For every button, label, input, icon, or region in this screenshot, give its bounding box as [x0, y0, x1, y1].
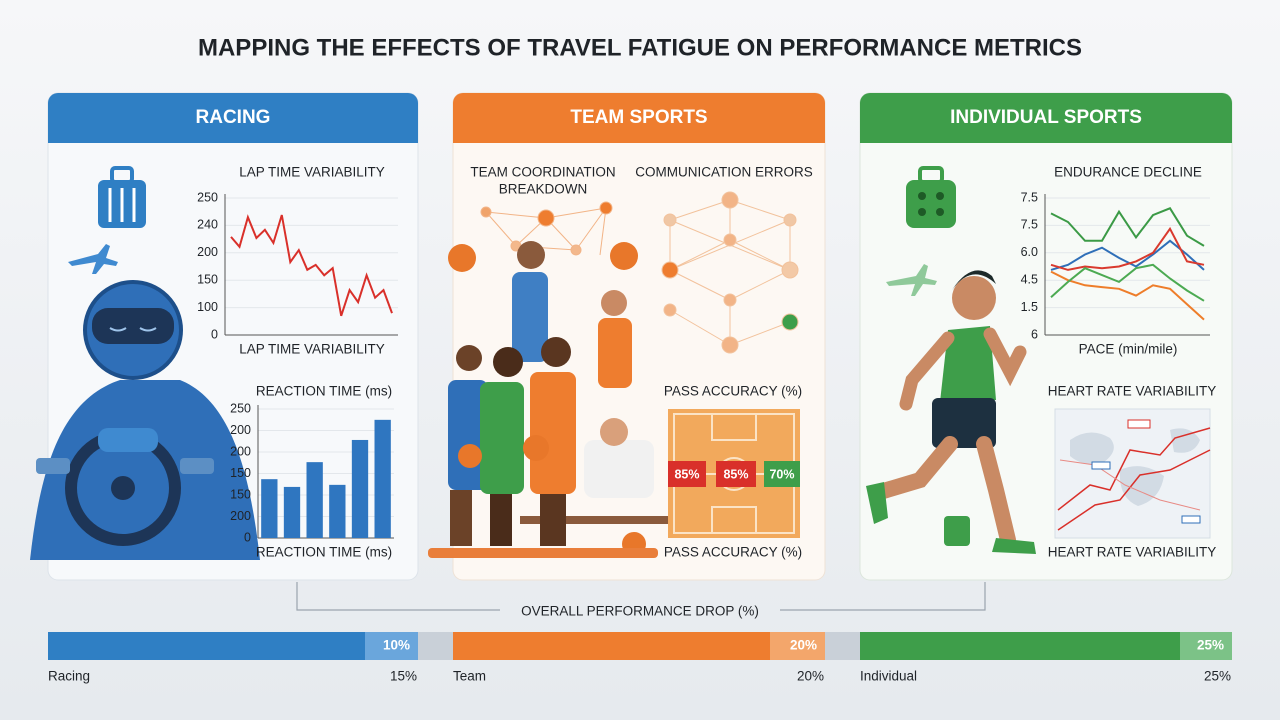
y-tick-label: 150: [230, 466, 251, 480]
chart-title: COMMUNICATION ERRORS: [635, 165, 813, 180]
court-zone: [764, 461, 800, 487]
connector: [296, 582, 986, 611]
data-line: [1050, 270, 1205, 321]
y-tick-label: 250: [230, 401, 251, 415]
bar: [329, 484, 346, 538]
category-label: Team: [453, 669, 486, 684]
y-tick-label: 200: [197, 245, 218, 259]
y-tick-label: 7.5: [1021, 218, 1038, 232]
summary-bar-segment: [365, 632, 418, 660]
y-tick-label: 240: [197, 218, 218, 232]
y-tick-label: 200: [230, 509, 251, 523]
y-tick-label: 6: [1031, 327, 1038, 341]
y-tick-label: 7.5: [1021, 190, 1038, 204]
category-label: Individual: [860, 669, 917, 684]
y-tick-label: 150: [197, 272, 218, 286]
data-line: [1050, 263, 1205, 302]
bar: [374, 419, 391, 538]
data-line: [230, 214, 393, 317]
bar: [261, 479, 278, 538]
court-label: 85%: [674, 467, 699, 481]
y-tick-label: 0: [244, 530, 251, 544]
bar-label: 20%: [790, 638, 817, 653]
panel-header: RACING: [196, 107, 271, 128]
chart-caption: REACTION TIME (ms): [256, 545, 392, 560]
y-tick-label: 0: [211, 327, 218, 341]
data-line: [1050, 207, 1205, 247]
summary-bar-segment: [770, 632, 825, 660]
y-tick-label: 200: [230, 444, 251, 458]
category-label: Racing: [48, 669, 90, 684]
team-network-left: [480, 201, 613, 256]
chart-title: ENDURANCE DECLINE: [1054, 165, 1202, 180]
team-network-right: [661, 191, 799, 354]
value-label: 20%: [797, 669, 824, 684]
page-title: MAPPING THE EFFECTS OF TRAVEL FATIGUE ON…: [198, 34, 1082, 61]
summary-gap: [825, 632, 860, 660]
team-players: [428, 241, 670, 558]
panel-header: TEAM SPORTS: [570, 107, 707, 128]
chart-title: PASS ACCURACY (%): [664, 384, 802, 399]
summary-bar: [48, 632, 418, 660]
y-tick-label: 100: [197, 300, 218, 314]
court-label: 85%: [723, 467, 748, 481]
bar-label: 10%: [383, 638, 410, 653]
summary-bar: [453, 632, 825, 660]
hrv-map: [1054, 408, 1211, 539]
chart-title: HEART RATE VARIABILITY: [1048, 384, 1217, 399]
chart-title: TEAM COORDINATION: [470, 165, 615, 180]
court-zone: [716, 461, 756, 487]
chart-caption: LAP TIME VARIABILITY: [239, 342, 385, 357]
chart-title: REACTION TIME (ms): [256, 384, 392, 399]
y-tick-label: 150: [230, 487, 251, 501]
value-label: 15%: [390, 669, 417, 684]
chart-caption: HEART RATE VARIABILITY: [1048, 545, 1217, 560]
chart-title: LAP TIME VARIABILITY: [239, 165, 385, 180]
chart-caption: PACE (min/mile): [1079, 342, 1178, 357]
panel-header: INDIVIDUAL SPORTS: [950, 107, 1142, 128]
summary-title: OVERALL PERFORMANCE DROP (%): [521, 604, 759, 619]
bar: [351, 439, 369, 538]
court-label: 70%: [769, 467, 794, 481]
bar: [283, 486, 301, 538]
y-tick-label: 6.0: [1021, 245, 1038, 259]
individual-illustration: [866, 166, 1036, 554]
data-line: [1050, 226, 1205, 271]
summary-bar: [860, 632, 1232, 660]
y-tick-label: 4.5: [1021, 272, 1038, 286]
y-tick-label: 250: [197, 190, 218, 204]
racing-illustration: [30, 166, 260, 560]
value-label: 25%: [1204, 669, 1231, 684]
data-line: [1050, 239, 1205, 271]
bar-label: 25%: [1197, 638, 1224, 653]
chart-caption: PASS ACCURACY (%): [664, 545, 802, 560]
court-zone: [668, 461, 706, 487]
summary-bar-segment: [1180, 632, 1232, 660]
y-tick-label: 1.5: [1021, 300, 1038, 314]
bar: [306, 462, 323, 538]
y-tick-label: 200: [230, 423, 251, 437]
summary-gap: [418, 632, 453, 660]
chart-title: BREAKDOWN: [499, 182, 588, 197]
